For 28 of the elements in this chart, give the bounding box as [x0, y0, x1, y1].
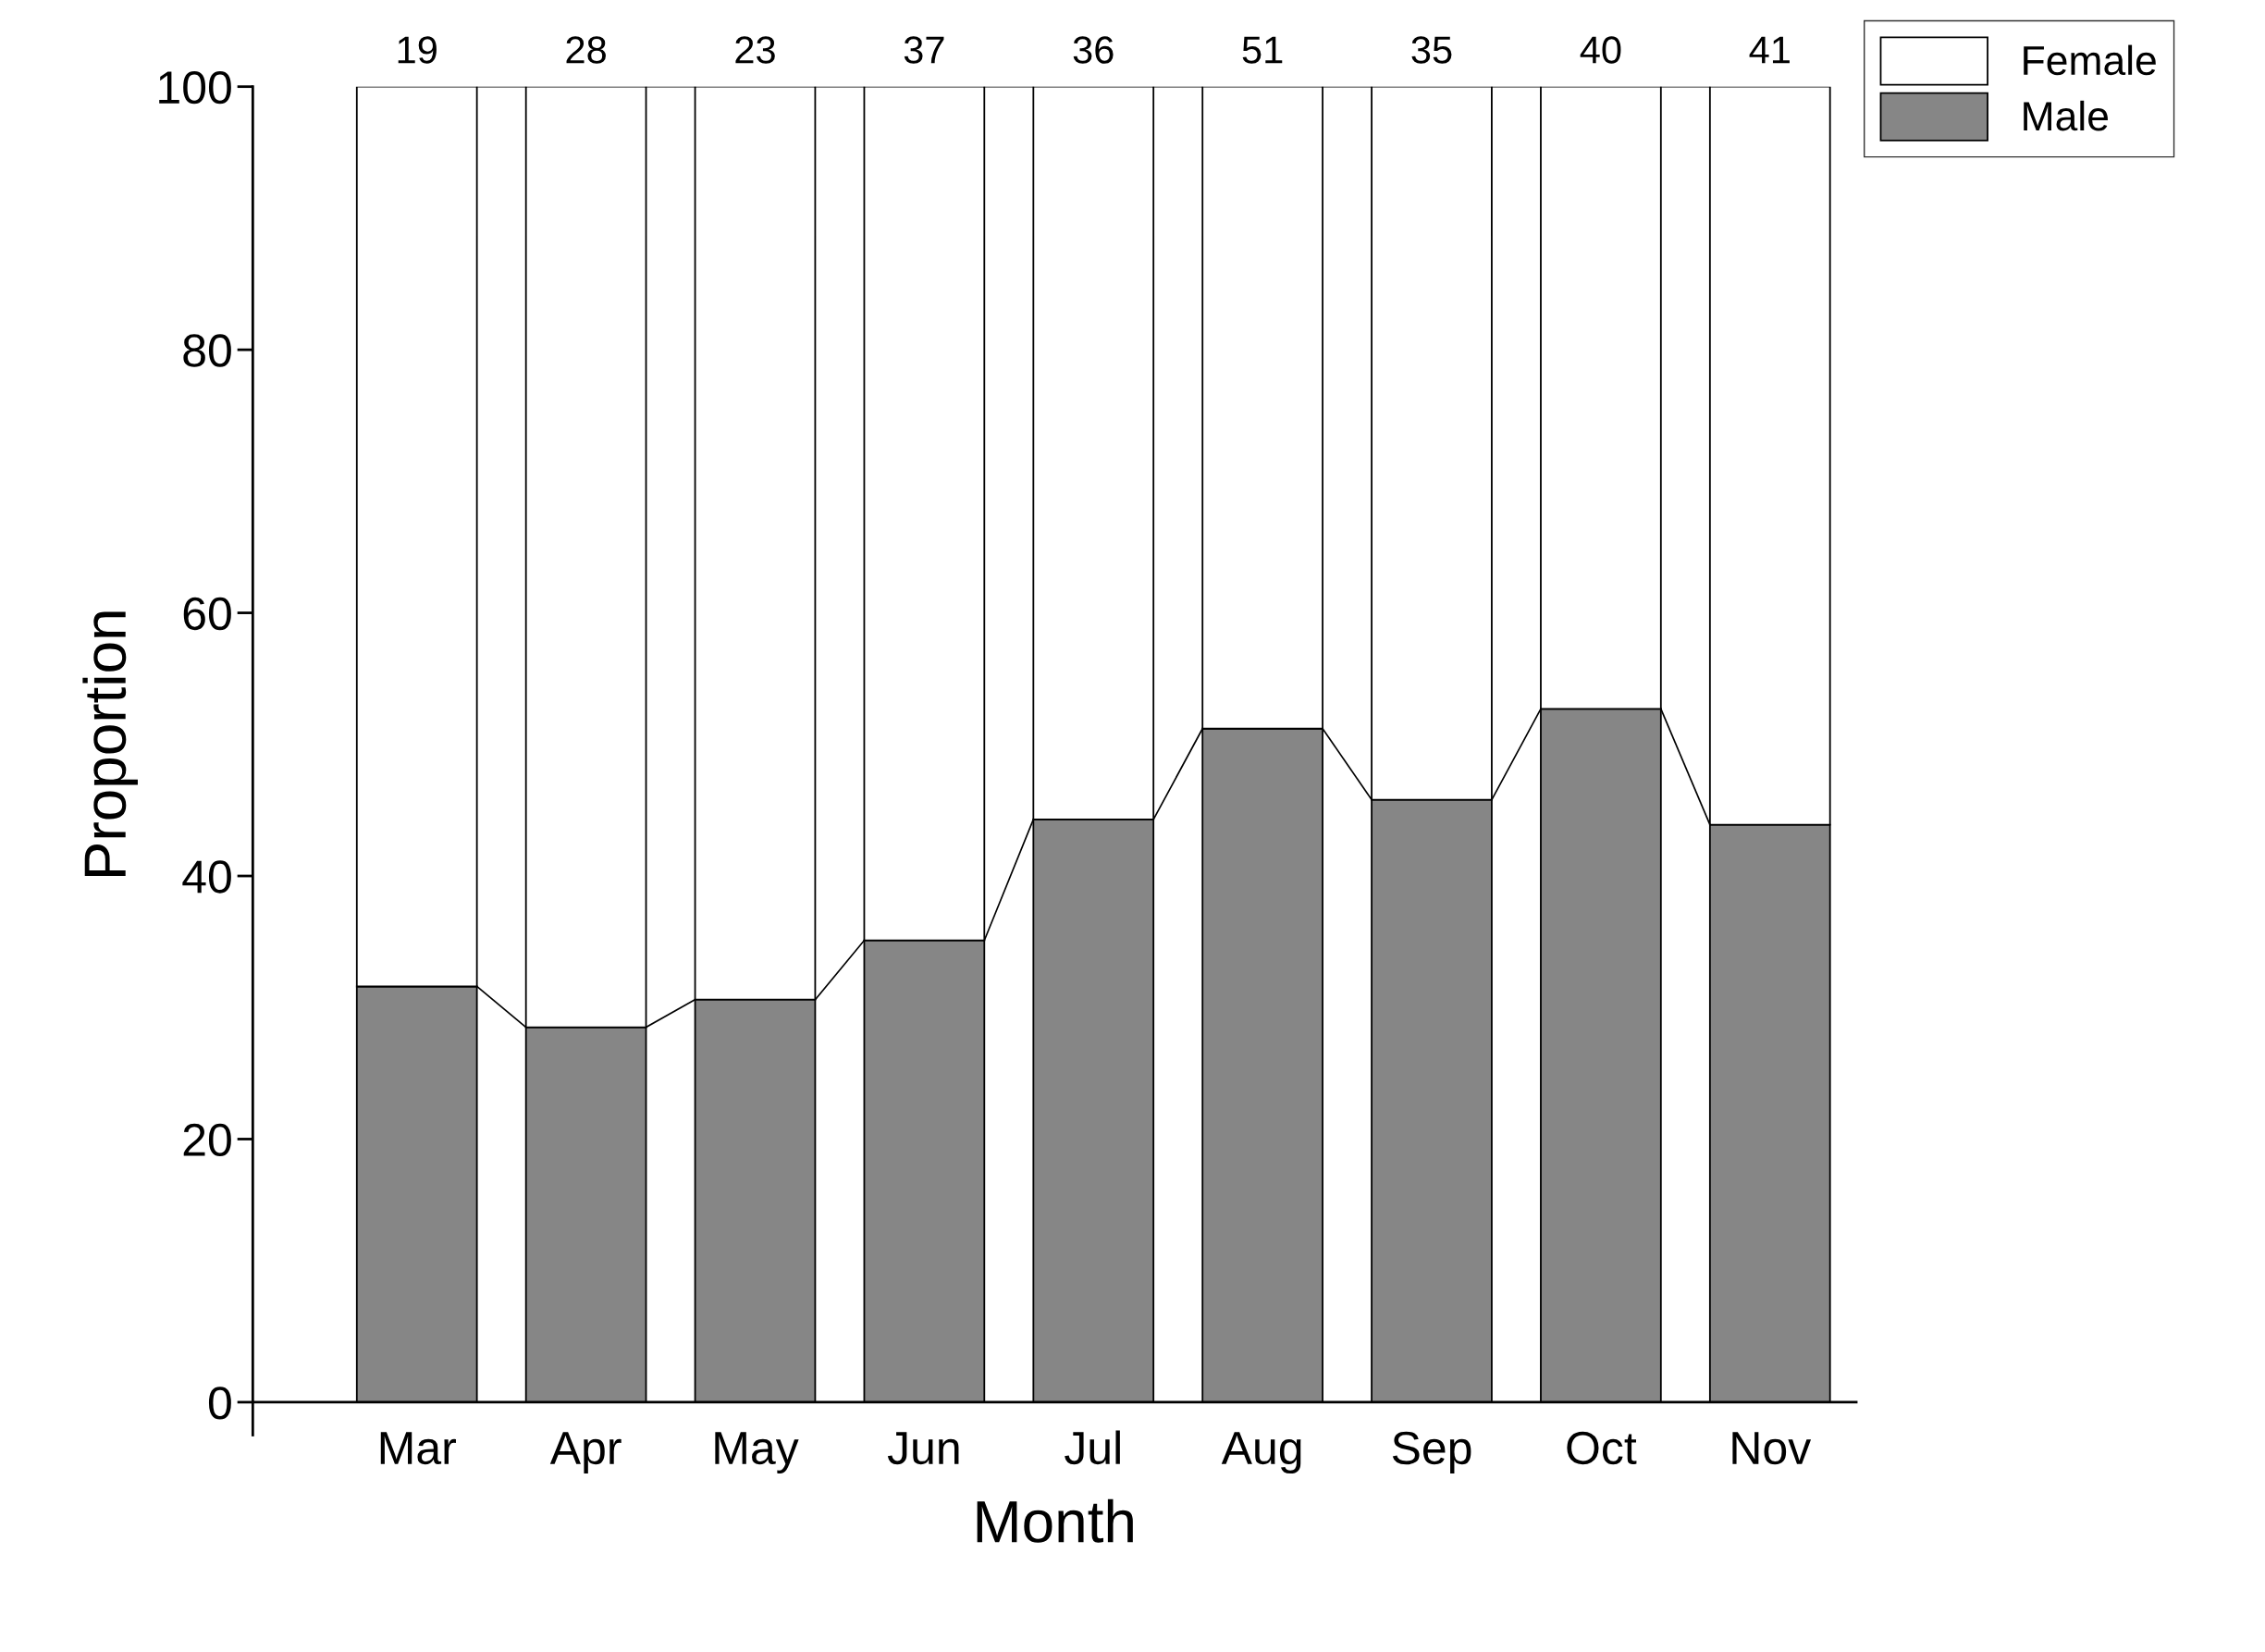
y-tick-label: 20 [183, 1123, 231, 1157]
legend-label: Female [2024, 44, 2156, 76]
x-tick-label: Nov [1732, 1432, 1812, 1465]
y-tick-label: 40 [182, 860, 231, 894]
y-tick-label: 100 [159, 70, 231, 105]
y-tick-label: 0 [208, 1387, 231, 1420]
annotation: 35 [1411, 36, 1452, 64]
y-tick-label: 80 [183, 334, 231, 367]
x-tick-label: May [715, 1432, 799, 1474]
x-tick-label: Aug [1221, 1432, 1301, 1474]
legend-label: Male [2024, 100, 2108, 131]
x-tick-label: Mar [380, 1432, 456, 1465]
x-tick-label: Apr [549, 1432, 622, 1474]
annotation: 51 [1242, 36, 1283, 64]
x-axis-title: Month [977, 1498, 1133, 1543]
annotation: 37 [904, 36, 944, 64]
y-axis-title: Proportion [82, 611, 138, 876]
annotation: 19 [398, 36, 437, 64]
annotation: 40 [1580, 36, 1621, 64]
x-tick-label: Oct [1567, 1431, 1637, 1465]
x-tick-label: Jun [887, 1432, 959, 1465]
x-tick-label: Sep [1392, 1431, 1471, 1474]
annotation: 36 [1073, 36, 1114, 64]
x-tick-label: Jul [1065, 1430, 1120, 1465]
y-tick-label: 60 [183, 597, 231, 631]
annotation: 28 [566, 36, 606, 64]
annotation: 23 [735, 36, 775, 64]
annotation: 41 [1749, 36, 1790, 64]
